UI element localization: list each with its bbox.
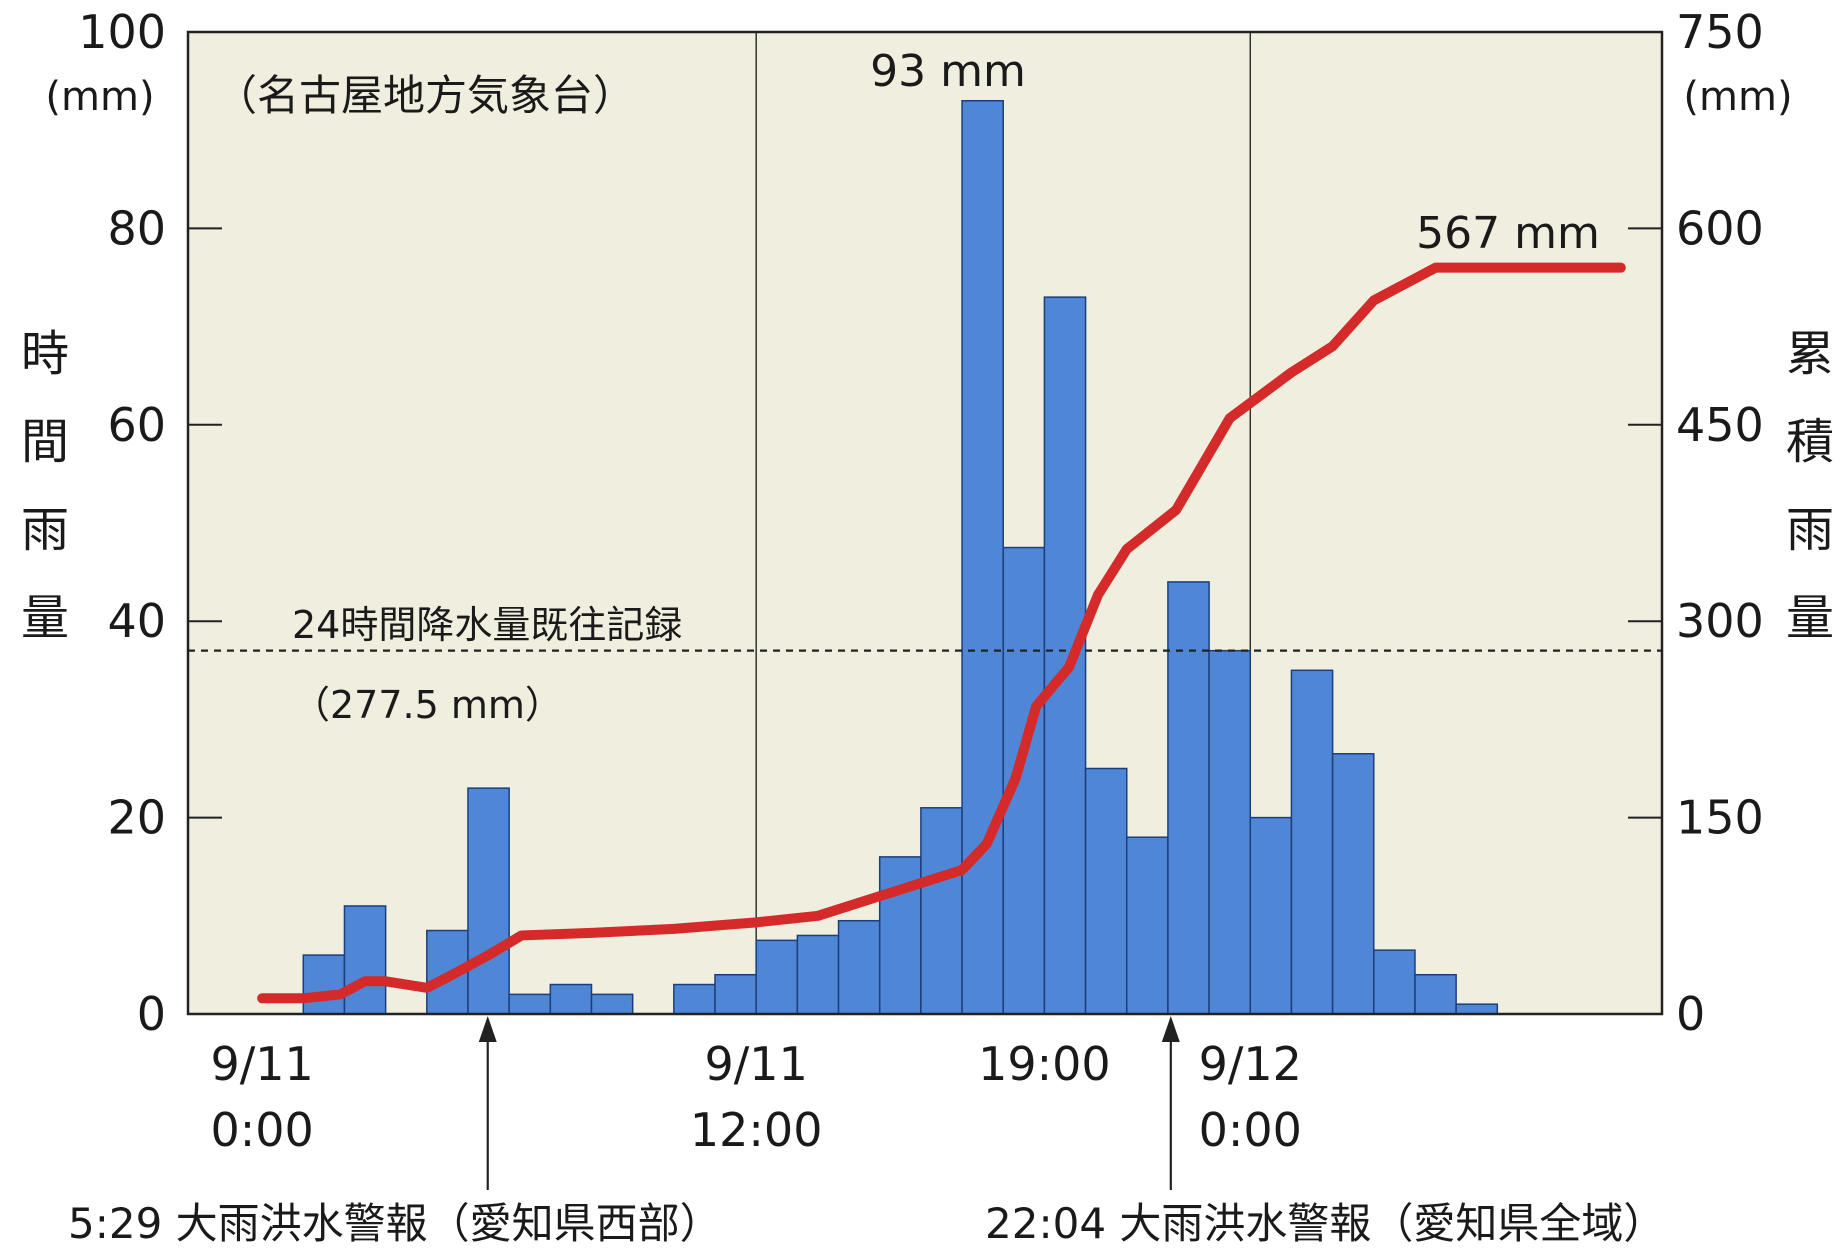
x-label-line1: 9/12: [1199, 1037, 1302, 1091]
hourly-bar: [1290, 669, 1334, 1015]
right-axis-unit: (mm): [1683, 74, 1792, 120]
hourly-bar: [920, 807, 963, 1015]
hourly-bar: [1414, 973, 1457, 1015]
right-tick-label: 450: [1676, 398, 1764, 452]
total-label: 567 mm: [1416, 208, 1600, 259]
right-axis-label-char: 累: [1786, 326, 1834, 382]
warning-arrow-head: [1161, 1016, 1180, 1042]
x-label-line2: 12:00: [690, 1103, 823, 1157]
left-tick-label: 100: [78, 5, 166, 59]
left-axis-ticks: 0 20 40 60 80 100: [78, 5, 222, 1041]
hourly-bar: [1167, 581, 1210, 1015]
left-axis-label: 時 間 雨 量: [21, 326, 69, 646]
hourly-bar: [1249, 816, 1293, 1015]
record-value-label: （277.5 mm）: [292, 683, 563, 727]
peak-label: 93 mm: [870, 46, 1026, 97]
x-label-line2: 0:00: [210, 1103, 313, 1157]
plot-frame: [186, 30, 1664, 1016]
x-label-line1: 9/11: [705, 1037, 808, 1091]
x-label-line1: 19:00: [978, 1037, 1111, 1091]
left-tick-label: 0: [137, 987, 166, 1041]
cumulative-rainfall-line: [257, 262, 1626, 1004]
right-axis-label-char: 積: [1786, 414, 1834, 470]
record-label: 24時間降水量既往記録: [292, 603, 682, 647]
warning-arrow-head: [478, 1016, 497, 1042]
hourly-bar: [1084, 767, 1128, 1015]
hourly-bars: [302, 99, 1499, 1015]
hourly-bar: [1125, 836, 1169, 1015]
right-tick-label: 150: [1676, 791, 1764, 845]
hourly-bar: [961, 99, 1004, 1015]
hourly-bar: [1208, 649, 1252, 1015]
left-axis-label-char: 雨: [21, 502, 69, 558]
left-tick-label: 60: [107, 398, 166, 452]
right-axis-label-char: 量: [1786, 590, 1834, 646]
left-tick-label: 40: [107, 594, 166, 648]
hourly-bar: [1331, 753, 1375, 1015]
left-axis-label-char: 時: [21, 326, 69, 382]
left-tick-label: 80: [107, 201, 166, 255]
warning-label-all: 22:04 大雨洪水警報（愛知県全域）: [985, 1199, 1665, 1248]
x-axis-labels: 9/11 0:00 9/11 12:00 19:00 9/12 0:00: [210, 1037, 1301, 1157]
hourly-bar: [549, 983, 593, 1015]
chart-title: （名古屋地方気象台）: [215, 71, 635, 120]
right-tick-label: 600: [1676, 201, 1764, 255]
hourly-bar: [508, 993, 552, 1015]
right-tick-label: 0: [1676, 987, 1705, 1041]
x-label-line1: 9/11: [210, 1037, 313, 1091]
left-axis-unit: (mm): [45, 74, 154, 120]
right-axis-label-char: 雨: [1786, 502, 1834, 558]
right-axis-label: 累 積 雨 量: [1786, 326, 1834, 646]
warning-arrows: [478, 1016, 1180, 1190]
hourly-bar: [673, 983, 716, 1015]
warning-label-west: 5:29 大雨洪水警報（愛知県西部）: [68, 1199, 722, 1248]
x-label-line2: 0:00: [1199, 1103, 1302, 1157]
hourly-bar: [755, 939, 799, 1015]
left-axis-label-char: 量: [21, 590, 69, 646]
hourly-bar: [1455, 1003, 1499, 1015]
right-tick-label: 750: [1676, 5, 1764, 59]
hourly-bar: [467, 787, 510, 1015]
hourly-bar: [714, 973, 757, 1015]
right-tick-label: 300: [1676, 594, 1764, 648]
hourly-bar: [302, 954, 346, 1015]
hourly-bar: [796, 934, 840, 1015]
hourly-bar: [343, 905, 387, 1015]
left-tick-label: 20: [107, 791, 166, 845]
hourly-bar: [1043, 296, 1087, 1015]
hourly-bar: [590, 993, 634, 1015]
right-axis-ticks: 0 150 300 450 600 750: [1628, 5, 1764, 1041]
hourly-bar: [1373, 949, 1416, 1015]
left-axis-label-char: 間: [21, 414, 69, 470]
hourly-bar: [837, 919, 881, 1015]
